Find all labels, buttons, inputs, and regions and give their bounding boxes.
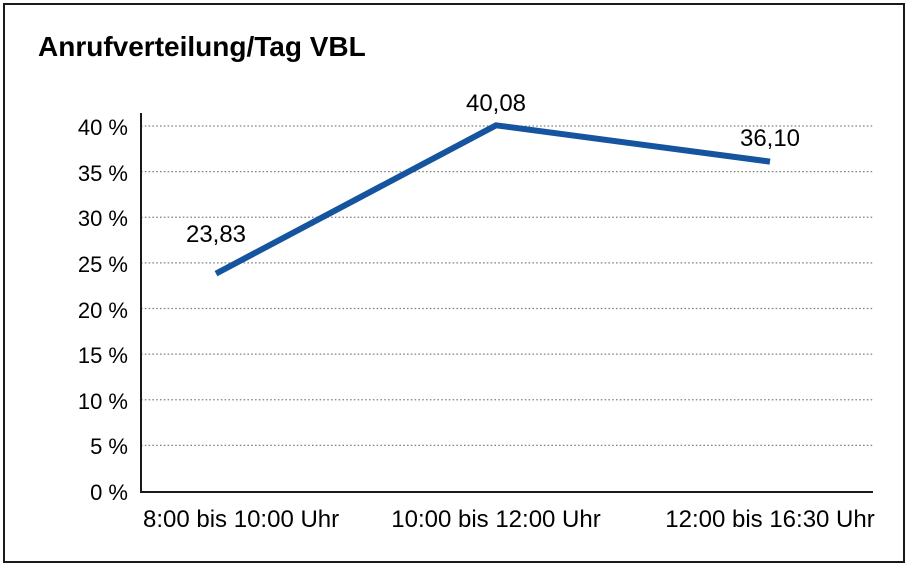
- y-axis-tick-label: 15 %: [77, 343, 128, 369]
- x-axis-category-label: 8:00 bis 10:00 Uhr: [143, 506, 340, 533]
- y-axis-tick-label: 20 %: [77, 297, 128, 323]
- data-point-label: 40,08: [465, 90, 527, 118]
- y-axis-tick-label: 40 %: [77, 115, 128, 140]
- y-axis-tick-label: 10 %: [77, 388, 128, 414]
- x-axis-category-label: 10:00 bis 12:00 Uhr: [391, 506, 601, 533]
- y-axis-tick-label: 0 %: [90, 480, 128, 505]
- y-axis-tick-label: 35 %: [77, 160, 128, 186]
- chart-border-frame: [3, 3, 905, 563]
- y-axis-tick-label: 5 %: [90, 434, 128, 460]
- data-series-line: [214, 122, 771, 277]
- chart-title: Anrufverteilung/Tag VBL: [38, 31, 366, 62]
- y-axis-tick-label: 30 %: [77, 206, 128, 232]
- y-axis-tick-label: 25 %: [77, 251, 128, 277]
- data-point-label: 36,10: [739, 124, 801, 152]
- x-axis-category-label: 12:00 bis 16:30 Uhr: [665, 506, 875, 533]
- data-point-label: 23,83: [185, 220, 247, 248]
